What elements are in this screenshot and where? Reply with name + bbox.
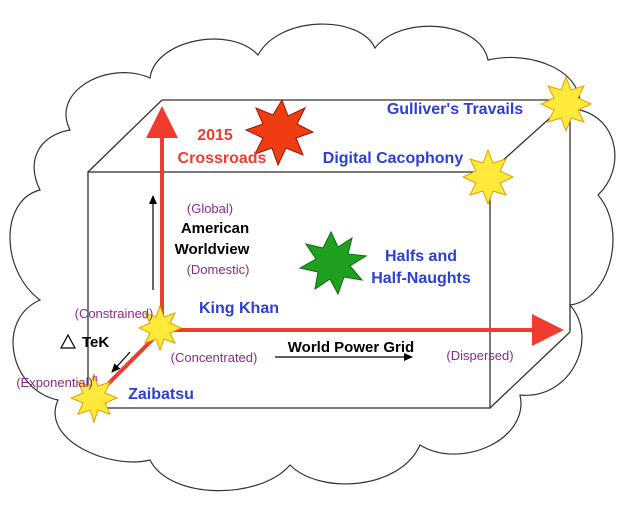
worldview-label-line1: American — [181, 220, 249, 237]
delta-triangle-icon — [59, 333, 77, 349]
power-high-label: (Dispersed) — [446, 348, 513, 363]
burst-star-icon — [137, 304, 183, 352]
tek-low-label: (Constrained) — [75, 306, 154, 321]
tek-arrow — [111, 351, 131, 373]
king-khan-label: King Khan — [199, 300, 279, 317]
gullivers-travails-label: Gulliver's Travails — [387, 101, 523, 118]
worldview-low-label: (Domestic) — [187, 262, 250, 277]
tek-high-superscript: n — [93, 373, 98, 383]
burst-star-icon — [69, 372, 119, 424]
worldview-high-label: (Global) — [187, 201, 233, 216]
tek-high-label: (Exponential)n — [16, 373, 98, 390]
crossroads-year: 2015 — [197, 127, 233, 144]
halfs-label-line2: Half-Naughts — [371, 270, 471, 287]
burst-star-icon — [539, 75, 593, 133]
halfs-label-line1: Halfs and — [385, 248, 457, 265]
tek-label: TeK — [82, 334, 109, 351]
power-low-label: (Concentrated) — [171, 350, 258, 365]
power-grid-label: World Power Grid — [288, 339, 414, 356]
burst-star-icon — [461, 148, 515, 206]
zaibatsu-label: Zaibatsu — [128, 386, 194, 403]
tek-high-text: (Exponential) — [16, 375, 93, 390]
crossroads-label: Crossroads — [178, 150, 267, 167]
burst-star-icon — [244, 98, 315, 167]
black-arrows — [111, 195, 413, 373]
burst-star-icon — [298, 230, 368, 296]
digital-cacophony-label: Digital Cacophony — [323, 150, 464, 167]
cloud-outline — [9, 23, 616, 492]
worldview-label-line2: Worldview — [175, 241, 250, 258]
